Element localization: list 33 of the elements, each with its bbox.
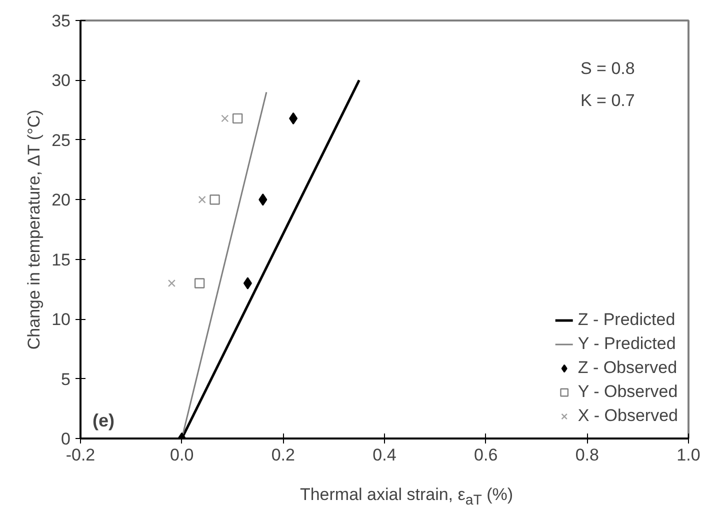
x-tick-label: -0.2	[66, 446, 96, 464]
point	[258, 194, 268, 206]
point	[232, 113, 243, 124]
y-tick-label: 20	[52, 190, 71, 210]
legend-label: X - Observed	[578, 405, 678, 427]
y-tick-label: 30	[52, 71, 71, 90]
x-tick-label: 0.6	[474, 446, 498, 464]
x-tick-label: 0.0	[170, 446, 194, 464]
y-tick-label: 5	[61, 370, 71, 389]
x-axis-title: Thermal axial strain, ε$_{aT}$ (%)	[300, 484, 514, 510]
point	[221, 114, 229, 122]
point	[210, 194, 220, 205]
legend-label: Y - Observed	[578, 381, 678, 403]
annotation: K = 0.7	[580, 91, 635, 110]
x-tick-label: 0.2	[271, 446, 295, 464]
x-tick-label: 1.0	[676, 446, 700, 464]
y-tick-label: 15	[52, 250, 71, 270]
y-axis-title: Change in temperature, ΔT (°C)	[24, 110, 44, 350]
legend-label: Z - Observed	[578, 357, 678, 379]
point	[243, 277, 252, 290]
x-tick-label: 0.4	[372, 446, 396, 464]
y-tick-label: 0	[61, 430, 71, 448]
legend-label: Y - Predicted	[578, 333, 676, 355]
y-tick-label: 25	[52, 130, 71, 150]
legend-label: Z - Predicted	[578, 309, 676, 331]
point	[198, 196, 206, 204]
y-tick-label: 35	[52, 12, 71, 30]
annotation: (e)	[92, 410, 115, 430]
point	[168, 279, 176, 288]
point	[194, 278, 205, 288]
x-tick-label: 0.8	[575, 446, 599, 464]
annotation: S = 0.8	[580, 59, 635, 78]
y-tick-label: 10	[52, 310, 71, 330]
